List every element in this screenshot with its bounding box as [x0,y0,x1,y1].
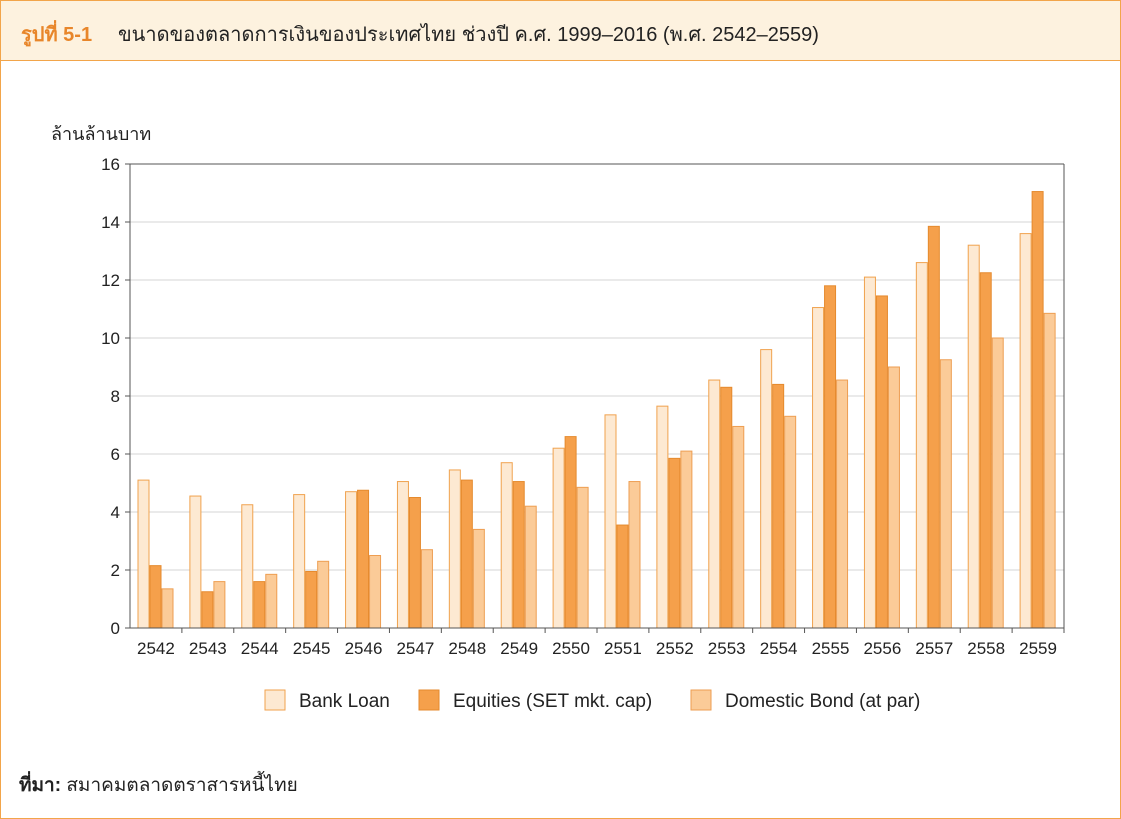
y-tick-label: 6 [111,445,120,464]
x-tick-label: 2557 [915,639,953,658]
bar [161,588,174,629]
x-tick-label: 2548 [448,639,486,658]
bar [784,415,797,629]
x-tick-label: 2554 [760,639,798,658]
x-tick-label: 2558 [967,639,1005,658]
x-tick-label: 2542 [137,639,175,658]
legend-swatch [418,689,440,711]
y-tick-label: 2 [111,561,120,580]
x-tick-label: 2550 [552,639,590,658]
bar [265,573,278,629]
bar [979,272,992,629]
bar [137,479,150,629]
bar [448,469,461,629]
bar [241,504,254,629]
y-tick-label: 10 [101,329,120,348]
source-note: ที่มา: สมาคมตลาดตราสารหนี้ไทย [19,770,298,800]
x-tick-label: 2551 [604,639,642,658]
legend-swatch [690,689,712,711]
bar [357,489,370,629]
source-label: ที่มา: [19,775,62,796]
figure-header: รูปที่ 5-1 ขนาดของตลาดการเงินของประเทศไท… [1,1,1120,61]
bar [628,481,641,629]
bar [772,383,785,629]
bar [616,524,629,629]
y-tick-label: 12 [101,271,120,290]
bar [668,457,681,629]
x-tick-label: 2544 [241,639,279,658]
legend-label: Domestic Bond (at par) [725,691,920,712]
bar [201,591,214,629]
bar [812,307,825,629]
bar [708,379,721,629]
bar [1031,191,1044,629]
y-tick-label: 0 [111,619,120,638]
bar [1043,312,1056,629]
source-text: สมาคมตลาดตราสารหนี้ไทย [66,775,298,796]
bar [824,285,837,629]
bar [732,425,745,629]
bar [524,505,537,629]
bar [939,359,952,629]
bar [317,560,330,629]
bar [460,479,473,629]
bar [552,447,565,629]
bar [967,244,980,629]
figure-label: รูปที่ 5-1 [21,24,93,46]
bar [369,555,382,629]
x-tick-label: 2543 [189,639,227,658]
bar [836,379,849,629]
y-tick-label: 8 [111,387,120,406]
bar [564,436,577,629]
bar [604,414,617,629]
bar [213,581,226,629]
bar [760,349,773,629]
x-tick-label: 2555 [812,639,850,658]
bar [875,295,888,629]
bar [420,549,433,629]
bar [512,481,525,629]
bar [305,570,318,629]
bar [500,462,513,629]
bar [472,528,485,629]
x-tick-label: 2549 [500,639,538,658]
x-tick-label: 2559 [1019,639,1057,658]
bar [408,497,421,629]
y-tick-label: 16 [101,155,120,174]
bar [887,366,900,629]
legend-label: Equities (SET mkt. cap) [453,691,652,712]
bar [927,225,940,629]
bar [396,481,409,629]
bar [656,405,669,629]
bar [991,337,1004,629]
x-tick-label: 2553 [708,639,746,658]
bar [915,262,928,629]
x-tick-label: 2552 [656,639,694,658]
x-tick-label: 2547 [396,639,434,658]
bar [1019,233,1032,629]
bar [576,486,589,629]
figure-title: ขนาดของตลาดการเงินของประเทศไทย ช่วงปี ค.… [118,24,819,46]
bar [149,565,162,629]
bar [680,450,693,629]
bar [293,494,306,629]
y-axis-label: ล้านล้านบาท [51,124,151,144]
y-tick-label: 14 [101,213,120,232]
x-tick-label: 2546 [345,639,383,658]
y-tick-label: 4 [111,503,120,522]
bar [863,276,876,629]
x-tick-label: 2545 [293,639,331,658]
bar [345,491,358,629]
bar [189,495,202,629]
bar [253,581,266,629]
legend-swatch [264,689,286,711]
legend-label: Bank Loan [299,691,390,712]
x-tick-label: 2556 [863,639,901,658]
bar [720,386,733,629]
